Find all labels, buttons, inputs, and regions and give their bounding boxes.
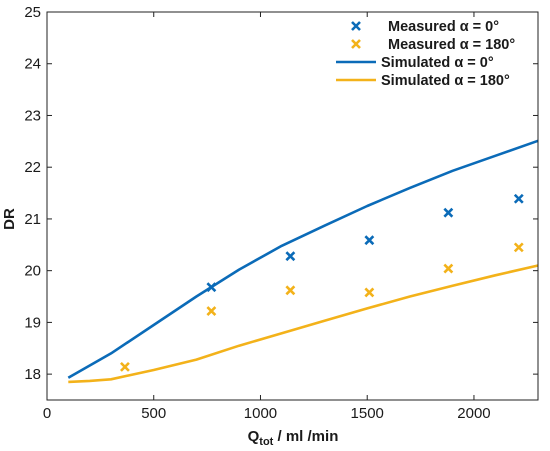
x-tick-label: 1000 <box>244 405 277 422</box>
y-tick-label: 25 <box>24 4 41 21</box>
x-tick-label: 2000 <box>457 405 490 422</box>
y-tick-label: 20 <box>24 263 41 280</box>
data-point-1 <box>444 265 452 273</box>
x-axis-title: Qtot / ml /min <box>248 428 339 448</box>
y-tick-label: 19 <box>24 314 41 331</box>
y-tick-label: 23 <box>24 107 41 124</box>
y-tick-label: 18 <box>24 366 41 383</box>
data-point-0 <box>286 252 294 260</box>
y-tick-label: 24 <box>24 56 41 73</box>
x-tick-label: 500 <box>141 405 166 422</box>
data-point-0 <box>365 236 373 244</box>
y-tick-label: 21 <box>24 211 41 228</box>
data-point-0 <box>444 209 452 217</box>
data-point-1 <box>365 288 373 296</box>
series-line-3 <box>68 266 538 382</box>
series-line-2 <box>68 141 538 378</box>
legend-label-1: Measured α = 180° <box>388 37 515 53</box>
legend: Measured α = 0° Measured α = 180° Simulate… <box>336 19 515 89</box>
x-tick-label: 0 <box>43 405 51 422</box>
plot-area <box>68 141 538 382</box>
data-point-1 <box>121 363 129 371</box>
legend-marker-0 <box>352 22 360 30</box>
data-point-0 <box>515 195 523 203</box>
legend-label-3: Simulated α = 180° <box>381 73 510 89</box>
x-tick-label: 1500 <box>351 405 384 422</box>
legend-label-2: Simulated α = 0° <box>381 55 494 71</box>
y-tick-label: 22 <box>24 159 41 176</box>
data-point-0 <box>207 283 215 291</box>
legend-marker-1 <box>352 40 360 48</box>
data-point-1 <box>515 243 523 251</box>
legend-label-0: Measured α = 0° <box>388 19 499 35</box>
data-point-1 <box>207 307 215 315</box>
data-point-1 <box>286 286 294 294</box>
y-axis-title: DR <box>1 208 18 230</box>
